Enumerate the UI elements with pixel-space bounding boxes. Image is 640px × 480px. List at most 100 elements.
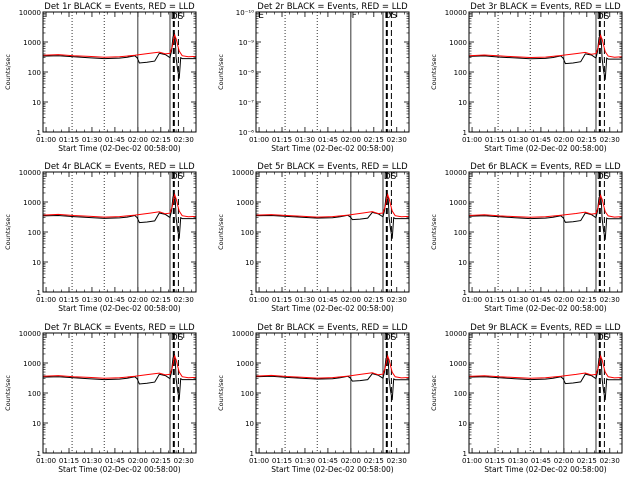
panel-det6r: Det 6r BLACK = Events, RED = LLD Counts/s… [430,162,623,313]
y-axis-label: Counts/sec [4,375,12,411]
y-tick-label: 1000 [23,360,41,368]
y-tick-label: 10 [458,99,467,107]
series-lld-line [469,354,622,379]
x-tick-label: 01:00 [462,136,482,144]
y-axis-label: Counts/sec [217,214,225,250]
x-tick-label: 01:45 [531,457,551,465]
y-tick-label: 1000 [23,39,41,47]
y-tick-label: 1000 [236,360,254,368]
y-tick-label: 1000 [449,199,467,207]
x-tick-label: 01:30 [508,296,528,304]
y-tick-label: 10000 [445,330,467,338]
y-axis-label: Counts/sec [217,54,225,90]
x-axis-label: Start Time (02-Dec-02 00:58:00) [484,465,606,474]
x-tick-label: 01:00 [249,457,269,465]
plot-area [469,333,622,453]
plot-area [43,172,196,292]
series-events-line [469,193,622,240]
y-tick-label: 1 [463,289,467,297]
series-events-line [469,354,622,401]
y-axis-label: Counts/sec [430,375,438,411]
x-tick-label: 01:15 [272,136,292,144]
x-axis-label: Start Time (02-Dec-02 00:58:00) [484,144,606,153]
x-axis-label: Start Time (02-Dec-02 00:58:00) [484,304,606,313]
y-tick-label: 10 [245,420,254,428]
x-tick-label: 01:30 [295,457,315,465]
x-tick-label: 01:45 [318,136,338,144]
series-lld-line [469,193,622,218]
panel-title: Det 6r BLACK = Events, RED = LLD [470,162,621,172]
x-axis-label: Start Time (02-Dec-02 00:58:00) [271,304,393,313]
x-tick-label: 02:00 [341,136,361,144]
x-tick-label: 02:15 [577,296,597,304]
x-tick-label: 02:15 [364,296,384,304]
x-tick-label: 01:00 [36,457,56,465]
panel-title: Det 3r BLACK = Events, RED = LLD [470,2,621,12]
y-tick-label: 100 [454,390,467,398]
panel-det2r: Det 2r BLACK = Events, RED = LLD Counts/s… [217,2,410,153]
x-tick-label: 02:30 [387,457,407,465]
x-axis-label: Start Time (02-Dec-02 00:58:00) [271,465,393,474]
x-tick-label: 01:00 [36,296,56,304]
y-tick-label: 10 [32,99,41,107]
x-tick-label: 01:00 [249,296,269,304]
y-tick-label: 10⁻⁶ [239,129,255,137]
y-tick-label: 10 [245,259,254,267]
series-events-line [469,33,622,80]
x-tick-label: 01:15 [59,296,79,304]
x-tick-label: 02:15 [364,457,384,465]
y-tick-label: 1 [37,289,41,297]
panel-title: Det 7r BLACK = Events, RED = LLD [44,323,195,333]
x-tick-label: 02:30 [174,296,194,304]
annotation-ds: DS [385,11,398,21]
y-tick-label: 10000 [19,9,41,17]
x-tick-label: 01:30 [82,296,102,304]
panel-det3r: Det 3r BLACK = Events, RED = LLD Counts/s… [430,2,623,153]
x-tick-label: 01:15 [59,136,79,144]
x-tick-label: 01:15 [272,457,292,465]
y-tick-label: 100 [241,229,254,237]
y-tick-label: 100 [28,69,41,77]
panel-det8r: Det 8r BLACK = Events, RED = LLD Counts/s… [217,323,410,474]
series-lld-line [43,354,196,379]
y-tick-label: 100 [454,69,467,77]
x-tick-label: 01:00 [462,457,482,465]
y-tick-label: 1000 [449,39,467,47]
panel-title: Det 4r BLACK = Events, RED = LLD [44,162,195,172]
x-tick-label: 02:00 [341,457,361,465]
series-events-line [43,192,196,239]
x-tick-label: 02:15 [151,457,171,465]
panel-title: Det 9r BLACK = Events, RED = LLD [470,323,621,333]
y-tick-label: 10 [32,420,41,428]
x-tick-label: 01:15 [485,136,505,144]
annotation-ds: DS [597,172,610,182]
annotation-e: E [258,11,264,21]
x-tick-label: 02:30 [174,457,194,465]
plot-area [256,333,409,453]
x-tick-label: 01:00 [36,136,56,144]
y-tick-label: 10⁻⁸ [239,69,255,77]
annotation-ds: DS [597,12,610,22]
x-tick-label: 01:45 [531,136,551,144]
x-tick-label: 01:15 [59,457,79,465]
x-tick-label: 01:30 [82,457,102,465]
x-axis-label: Start Time (02-Dec-02 00:58:00) [58,465,180,474]
plot-area [43,333,196,453]
plot-area [284,12,392,132]
y-tick-label: 10000 [445,9,467,17]
y-axis-label: Counts/sec [4,214,12,250]
x-tick-label: 01:00 [249,136,269,144]
y-tick-label: 10000 [232,169,254,177]
series-lld-line [43,33,196,58]
y-tick-label: 10000 [19,330,41,338]
x-tick-label: 02:30 [600,296,620,304]
x-tick-label: 01:45 [105,457,125,465]
y-axis-label: Counts/sec [4,54,12,90]
series-events-line [43,353,196,400]
panel-det5r: Det 5r BLACK = Events, RED = LLD Counts/s… [217,162,410,313]
x-tick-label: 02:00 [128,296,148,304]
annotation-ds: DS [384,333,397,343]
series-lld-line [43,192,196,218]
y-tick-label: 1 [463,450,467,458]
x-tick-label: 01:00 [462,296,482,304]
